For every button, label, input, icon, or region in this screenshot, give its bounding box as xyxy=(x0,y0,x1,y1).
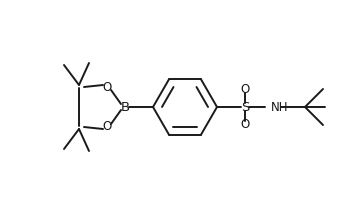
Text: O: O xyxy=(102,80,112,94)
Text: S: S xyxy=(241,101,249,113)
Text: B: B xyxy=(120,101,130,113)
Text: O: O xyxy=(240,83,250,95)
Text: NH: NH xyxy=(271,101,288,113)
Text: O: O xyxy=(240,119,250,131)
Text: O: O xyxy=(102,120,112,134)
